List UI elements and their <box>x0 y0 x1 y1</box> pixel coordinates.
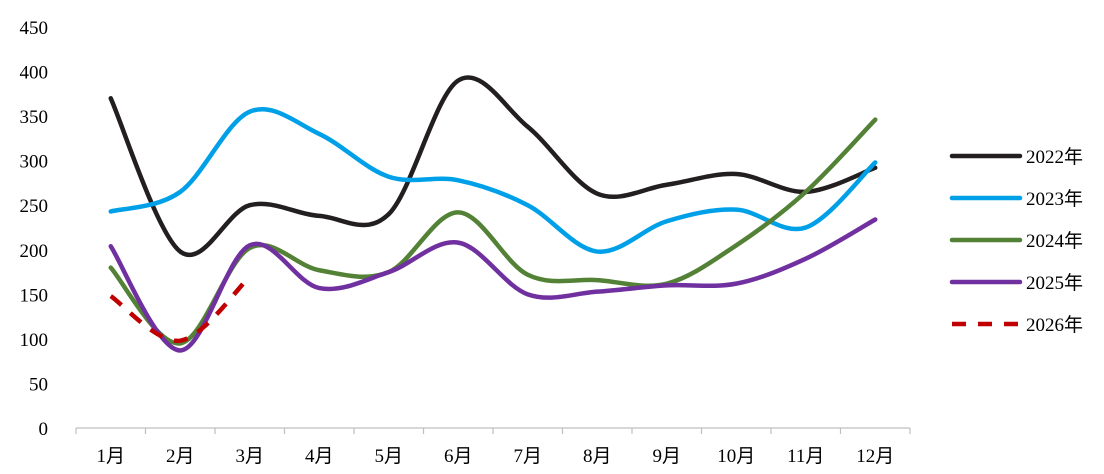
y-tick-label: 250 <box>20 196 49 217</box>
x-tick-label: 4月 <box>305 446 334 467</box>
legend-item: 2024年 <box>949 230 1083 252</box>
series-line-2026 <box>109 274 252 343</box>
legend-label: 2023年 <box>1026 188 1083 210</box>
x-tick-label: 7月 <box>513 446 542 467</box>
legend-item: 2023年 <box>949 188 1083 210</box>
x-tick-label: 10月 <box>717 446 755 467</box>
y-tick-label: 450 <box>20 18 49 39</box>
series-lines <box>108 75 878 353</box>
x-tick-label: 8月 <box>583 446 612 467</box>
legend: 2022年 2023年 2024年 2025年 2026年 <box>949 146 1083 336</box>
y-tick-label: 400 <box>20 63 49 84</box>
series-line-2024 <box>108 117 878 346</box>
x-tick-label: 2月 <box>166 446 195 467</box>
x-tick-label: 5月 <box>374 446 403 467</box>
y-tick-label: 150 <box>20 285 49 306</box>
x-tick-label: 3月 <box>235 446 264 467</box>
y-tick-label: 200 <box>20 241 49 262</box>
x-tick-label: 12月 <box>856 446 894 467</box>
x-tick-label: 9月 <box>652 446 681 467</box>
legend-item: 2025年 <box>949 272 1083 294</box>
x-tick-label: 11月 <box>787 446 824 467</box>
y-tick-label: 300 <box>20 152 49 173</box>
legend-item: 2022年 <box>949 146 1083 168</box>
x-tick-label: 1月 <box>96 446 125 467</box>
axes: 0 50 100 150 200 250 300 350 400 450 1月 2月 3月 4月 5月 6月 7… <box>20 18 911 467</box>
legend-item: 2026年 <box>952 314 1083 336</box>
y-tick-label: 50 <box>29 374 48 395</box>
legend-label: 2026年 <box>1026 314 1083 336</box>
series-line-2022 <box>108 75 878 257</box>
x-tick-label: 6月 <box>444 446 473 467</box>
series-line-2025 <box>108 217 878 353</box>
series-line-2023 <box>108 106 878 254</box>
legend-label: 2024年 <box>1026 230 1083 252</box>
y-tick-label: 0 <box>39 419 49 440</box>
y-tick-label: 350 <box>20 107 49 128</box>
legend-label: 2025年 <box>1026 272 1083 294</box>
legend-label: 2022年 <box>1026 146 1083 168</box>
y-tick-label: 100 <box>20 330 49 351</box>
